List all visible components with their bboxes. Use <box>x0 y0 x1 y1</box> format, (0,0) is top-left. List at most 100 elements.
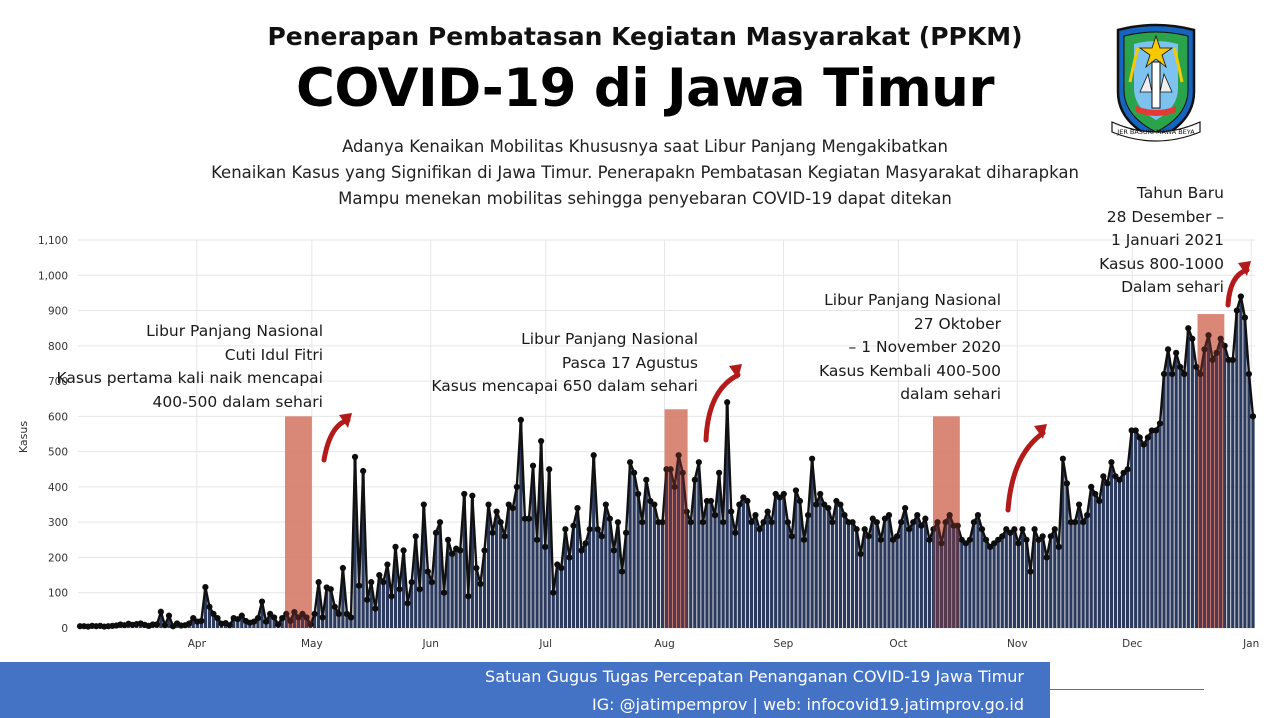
bar <box>725 402 729 628</box>
bar <box>952 525 956 628</box>
bar <box>632 472 636 628</box>
bar <box>782 493 786 628</box>
data-point <box>420 501 427 508</box>
data-point <box>315 579 322 586</box>
bar <box>341 568 345 628</box>
data-point <box>335 610 342 617</box>
bar <box>883 518 887 628</box>
y-tick-label: 100 <box>48 588 68 600</box>
bar <box>693 479 697 628</box>
data-point <box>817 490 824 498</box>
data-point <box>590 452 597 459</box>
bar <box>790 536 794 628</box>
bar <box>709 501 713 628</box>
bar <box>1037 539 1041 628</box>
y-tick-label: 0 <box>61 623 68 635</box>
data-point <box>440 589 448 596</box>
svg-text:JER BASUKI MAWA BEYA: JER BASUKI MAWA BEYA <box>1116 128 1195 136</box>
data-point <box>752 512 759 519</box>
data-point <box>825 504 832 512</box>
bar <box>600 536 604 628</box>
bar <box>167 615 171 628</box>
bar <box>377 575 381 628</box>
data-point <box>1201 346 1208 353</box>
footer-links[interactable]: IG: @jatimpemprov | web: infocovid19.jat… <box>592 695 1024 714</box>
x-tick-label: Jan <box>1242 638 1259 650</box>
data-point <box>1140 441 1147 448</box>
data-point <box>1011 526 1018 533</box>
bar <box>660 522 665 628</box>
data-point <box>299 610 306 617</box>
bar <box>470 495 474 628</box>
data-point <box>416 586 423 593</box>
bar <box>956 525 960 628</box>
bar <box>1041 536 1045 628</box>
subtitle-line: Adanya Kenaikan Mobilitas Khususnya saat… <box>342 137 948 156</box>
bar <box>1016 543 1021 628</box>
bar <box>931 529 936 628</box>
bar <box>745 501 750 628</box>
data-point <box>926 536 933 543</box>
bar <box>992 543 996 628</box>
subtitle: Adanya Kenaikan Mobilitas Khususnya saat… <box>0 134 1280 212</box>
bar <box>159 611 163 628</box>
data-point <box>1164 346 1172 353</box>
bar <box>757 529 762 628</box>
bar <box>1186 328 1190 628</box>
data-point <box>380 579 387 586</box>
data-point <box>449 550 456 558</box>
data-point <box>736 501 743 508</box>
data-point <box>1156 420 1164 427</box>
data-point <box>1136 434 1143 441</box>
data-point <box>1193 363 1200 371</box>
data-point <box>833 497 840 505</box>
bar <box>555 564 559 628</box>
bar <box>1146 437 1150 628</box>
bar <box>1142 444 1146 628</box>
data-point <box>614 519 622 526</box>
data-point <box>570 522 577 529</box>
highlight-overlay <box>285 416 312 628</box>
bar <box>976 515 980 628</box>
y-tick-label: 900 <box>48 306 68 318</box>
bar <box>551 592 555 628</box>
data-point <box>1063 480 1071 487</box>
y-tick-label: 300 <box>48 517 68 529</box>
bar <box>1081 522 1085 628</box>
bar <box>365 599 369 628</box>
data-point <box>829 519 836 526</box>
data-point <box>776 494 783 501</box>
bar <box>778 497 782 628</box>
data-point <box>622 529 630 536</box>
data-point <box>190 615 197 622</box>
subtitle-line: Mampu menekan mobilitas sehingga penyeba… <box>338 189 952 208</box>
data-point <box>267 610 274 617</box>
data-point <box>1039 533 1046 540</box>
data-point <box>461 490 468 498</box>
bar <box>786 522 790 628</box>
data-point <box>525 515 533 522</box>
data-point <box>424 568 431 575</box>
title-line1: Penerapan Pembatasan Kegiatan Masyarakat… <box>267 22 1023 51</box>
bar <box>1170 374 1174 628</box>
bar <box>1162 374 1166 628</box>
data-point <box>1027 568 1034 575</box>
data-point <box>598 533 605 540</box>
data-point <box>792 487 800 494</box>
bar <box>349 617 353 628</box>
bar <box>333 606 337 628</box>
trend-arrow-head <box>1238 261 1251 276</box>
bar <box>466 596 470 628</box>
bar <box>199 620 203 628</box>
bar <box>846 522 851 628</box>
bar <box>1061 458 1065 628</box>
data-point <box>368 579 375 586</box>
data-point <box>501 533 508 540</box>
data-point <box>505 501 512 508</box>
bar <box>1227 359 1231 628</box>
data-point <box>1120 469 1127 476</box>
data-point <box>768 519 775 526</box>
bar <box>325 587 329 628</box>
data-point <box>258 598 266 605</box>
bar <box>672 486 677 628</box>
